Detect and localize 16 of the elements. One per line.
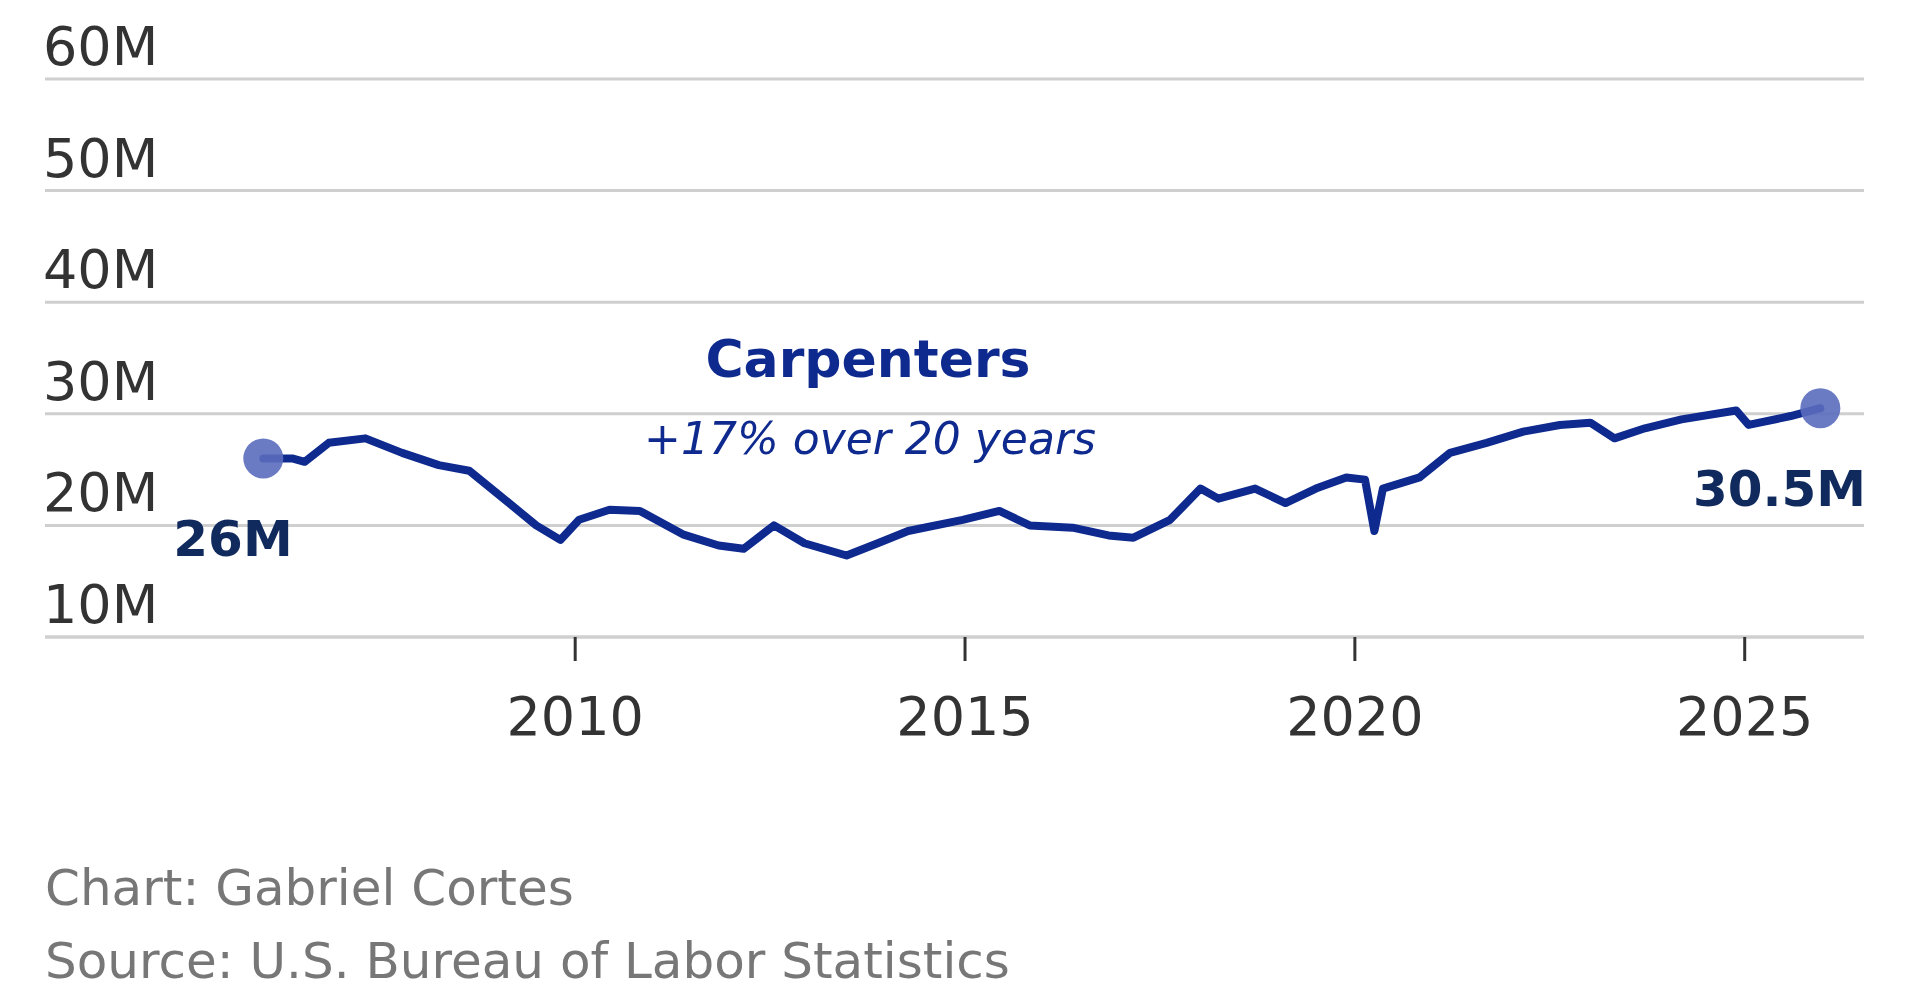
y-tick-label: 20M [43,461,159,525]
y-tick-label: 60M [43,15,159,78]
y-tick-label: 30M [43,349,159,413]
text: Carpenters [705,329,1031,389]
annotation: +17% over 20 years [644,413,1096,464]
x-tick-label: 2010 [506,685,644,748]
source-note: Source: U.S. Bureau of Labor Statistics [45,932,1010,990]
y-tick-label: 50M [43,126,159,190]
x-tick-label: 2015 [896,685,1034,748]
y-tick-label: 40M [43,238,159,302]
x-tick-label: 2020 [1286,685,1424,748]
data-label: 30.5M [1692,460,1866,519]
text: Chart: Gabriel Cortes [45,859,574,917]
data-label: 26M [173,510,293,569]
x-tick-label: 2025 [1675,685,1814,748]
y-tick-label: 10M [43,573,159,636]
